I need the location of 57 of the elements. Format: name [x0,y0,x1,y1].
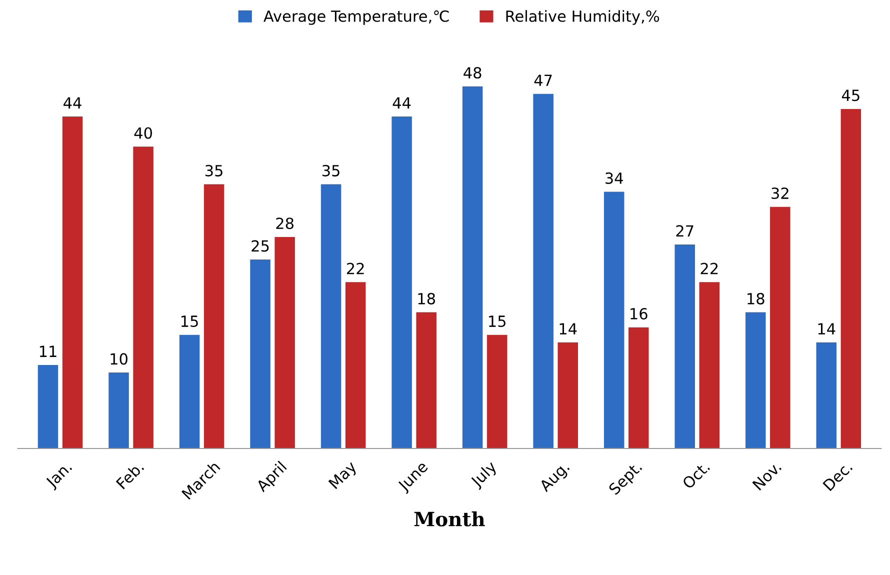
data-label: 48 [464,67,482,79]
data-label: 44 [64,97,82,108]
data-label: 15 [489,316,506,328]
x-tick-label: Nov. [752,461,782,491]
data-label: 16 [630,308,648,320]
bar [604,192,624,448]
bar [38,364,58,448]
bar [416,312,436,448]
legend-label: Average Temperature,℃ [264,10,449,25]
bar [816,342,837,448]
data-label: 45 [842,90,860,102]
data-label: 18 [418,292,436,304]
bar [840,108,862,448]
bar [486,334,508,448]
bar [699,282,720,448]
bar [320,184,342,448]
x-tick-label: Jan. [44,461,74,491]
legend-label: Relative Humidity,% [506,10,660,25]
x-tick-label: Dec. [822,461,853,492]
data-label: 44 [392,97,411,108]
data-label: 27 [676,225,694,236]
x-tick-label: Feb. [116,460,144,490]
data-label: 35 [322,164,340,176]
data-label: 28 [276,218,294,230]
data-label: 14 [560,323,577,334]
bar [674,244,695,448]
data-label: 35 [205,164,222,176]
bar [179,334,200,448]
x-axis-title: Month [414,511,485,526]
bar [462,86,483,448]
bar [392,116,412,448]
bar [628,327,649,448]
data-label: 40 [134,127,152,139]
data-label: 14 [818,323,836,334]
bar [133,146,154,448]
bar [250,260,270,448]
bar [770,206,790,448]
data-label: 22 [346,262,364,274]
bar [204,184,224,448]
data-label: 11 [40,346,56,357]
data-label: 10 [110,353,128,365]
bar [558,342,578,448]
data-label: 47 [534,74,552,86]
data-label: 22 [700,262,718,274]
bar [533,94,554,448]
x-tick-label: Aug. [538,461,572,495]
x-tick-label: Oct. [682,460,710,490]
bar [108,372,129,448]
data-label: 15 [181,316,198,328]
bar [345,282,366,448]
data-label: 32 [772,187,788,200]
data-label: 34 [606,172,623,184]
data-label: 18 [748,292,764,304]
data-label: 25 [252,240,269,252]
bar [745,312,766,448]
bar [62,116,83,448]
bar [274,236,295,448]
